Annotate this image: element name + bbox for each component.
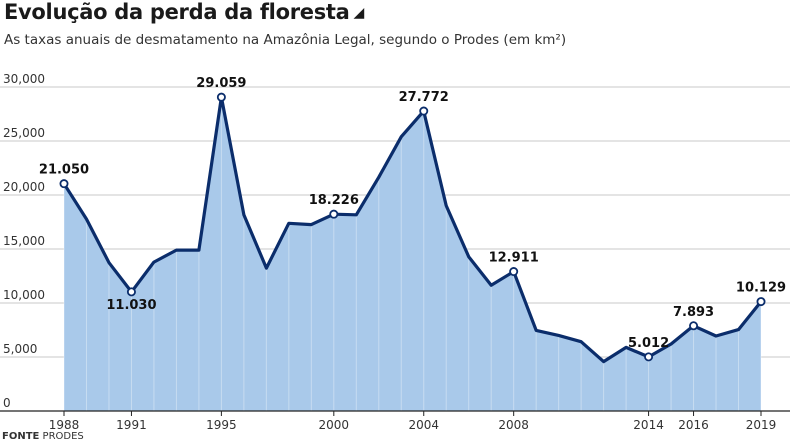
x-tick-label: 2004	[408, 418, 439, 432]
y-tick-label: 5,000	[3, 342, 37, 356]
data-point-marker	[419, 106, 429, 116]
data-label: 5.012	[628, 336, 669, 351]
data-label: 7.893	[673, 305, 714, 320]
data-label: 21.050	[39, 163, 89, 178]
annotated-points	[59, 92, 766, 362]
chart-title: Evolução da perda da floresta ◢	[4, 0, 364, 24]
source-text: PRODES	[42, 431, 84, 442]
x-tick-label: 1995	[206, 418, 237, 432]
chart-title-text: Evolução da perda da floresta	[4, 0, 350, 24]
data-point-marker	[689, 321, 699, 331]
y-tick-label: 25,000	[3, 126, 45, 140]
y-axis-ticks: 0 5,000 10,000 15,000 20,000 25,000 30,000	[3, 72, 45, 410]
data-label: 10.129	[736, 281, 786, 296]
y-tick-label: 20,000	[3, 180, 45, 194]
chart-subtitle: As taxas anuais de desmatamento na Amazô…	[4, 32, 567, 48]
vertical-area-lines	[63, 97, 762, 411]
data-label: 29.059	[196, 76, 246, 91]
area-fill	[64, 97, 761, 411]
data-point-marker	[126, 287, 136, 297]
x-tick-label: 2008	[498, 418, 529, 432]
data-point-marker	[509, 267, 519, 277]
source-label: FONTE	[2, 431, 40, 442]
title-marker-icon: ◢	[353, 5, 365, 21]
x-tick-label: 2000	[319, 418, 350, 432]
data-point-marker	[59, 179, 69, 189]
x-tick-label: 2016	[678, 418, 709, 432]
data-label: 12.911	[489, 251, 539, 266]
y-tick-label: 15,000	[3, 234, 45, 248]
data-point-marker	[216, 92, 226, 102]
x-tick-label: 2014	[633, 418, 664, 432]
data-label: 18.226	[309, 193, 359, 208]
data-label: 11.030	[106, 298, 156, 313]
source-note: FONTE PRODES	[2, 431, 84, 442]
data-point-marker	[756, 297, 766, 307]
y-tick-label: 0	[3, 396, 11, 410]
x-tick-label: 1988	[49, 418, 80, 432]
data-point-marker	[644, 352, 654, 362]
data-point-marker	[329, 209, 339, 219]
data-label: 27.772	[399, 90, 449, 105]
x-tick-label: 1991	[116, 418, 147, 432]
x-axis-ticks: 1988 1991 1995 2000 2004 2008 2014 2016 2019	[49, 411, 777, 432]
data-labels: 21.050 11.030 29.059 18.226 27.772 12.911 5.01…	[39, 76, 786, 351]
y-tick-label: 30,000	[3, 72, 45, 86]
x-tick-label: 2019	[746, 418, 777, 432]
y-tick-label: 10,000	[3, 288, 45, 302]
